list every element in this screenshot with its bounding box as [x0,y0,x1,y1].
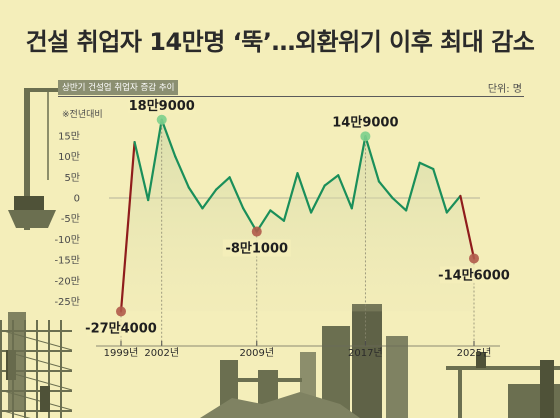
data-point-marker [469,253,479,264]
data-point-marker [156,114,167,125]
y-tick-label: -5만 [61,213,80,225]
series-line-segment [201,188,218,210]
beam-shape [232,378,302,382]
chart-subtitle: 상반기 건설업 취업자 증감 추이 [62,83,175,93]
series-line-segment [337,174,353,210]
series-line-segment [459,194,476,260]
data-label-bg [331,113,400,131]
x-tick-label: 1999년 [104,347,139,359]
unit-label: 단위: 명 [487,84,522,95]
x-tick-label: 2002년 [144,347,179,359]
scaffold-right-shape [446,352,560,418]
series-line-segment [133,141,150,202]
x-tick-label: 2017년 [348,347,383,359]
data-label-bg [87,319,155,337]
column-shape [386,336,408,418]
series-line-segment [269,209,286,222]
scaffold-left-shape [0,312,73,418]
scaffold-pole-shape [60,320,62,418]
series-area [121,119,474,312]
data-point-marker [116,306,126,317]
series-line-segment [418,161,435,171]
data-label-bg [440,266,508,284]
series-line-segment [174,155,190,189]
worker-shape [40,386,50,412]
data-point-marker [251,226,262,237]
x-tick-label: 2025년 [457,347,492,359]
scaffold-beam-shape [0,330,72,332]
data-label: -14만6000 [438,267,510,283]
y-tick-label: -15만 [54,255,80,267]
series-line-segment [296,172,313,214]
crane-mast-shape [24,90,30,230]
worker-shape [476,352,486,368]
series-line-segment [309,184,326,214]
y-tick-label: -20만 [54,275,80,287]
series-line-segment [432,167,448,214]
series-line-segment [445,194,462,214]
data-label: 18만9000 [129,98,195,114]
tower-shape [8,312,26,412]
series-line-segment [160,118,177,158]
y-tick-label: -25만 [54,296,80,308]
scaffold-pole-shape [0,320,2,418]
series-line-segment [119,141,136,313]
series-line-segment [214,176,231,191]
scaffold-pole-shape [36,320,38,418]
construction-silhouettes [0,88,560,418]
series-line-segment [350,135,367,210]
y-tick-label: 10만 [58,151,80,163]
scaffold-pole-shape [458,370,462,418]
data-label-bg [127,96,196,114]
crane-jib-shape [24,88,84,92]
data-label-bg [222,239,291,257]
scaffold-beam-shape [446,366,560,370]
data-label: -27만4000 [85,320,157,336]
series-line-segment [282,172,299,222]
ground-rubble-shape [200,392,360,418]
chart-title: 건설 취업자 14만명 ‘뚝’…외환위기 이후 최대 감소 [25,28,535,56]
y-tick-label: -10만 [54,234,80,246]
hanging-load-shape [8,210,56,228]
subtitle-band [58,80,178,95]
column-shape [352,304,382,418]
series-line-segment [405,161,421,212]
y-tick-label: 5만 [64,172,80,184]
y-tick-label: 0 [74,194,80,205]
scaffold-brace-shape [0,409,31,418]
scaffold-beam-shape [0,370,72,372]
scaffold-pole-shape [48,320,50,418]
scaffold-beam-shape [0,350,72,352]
series-line-segment [323,174,340,187]
data-label: 14만9000 [332,114,398,130]
series-line-segment [377,180,394,200]
series-line-segment [364,135,381,183]
y-tick-label: 15만 [58,130,80,142]
x-tick-label: 2009년 [239,347,274,359]
y-axis-note: ※전년대비 [62,110,103,120]
series-line-segment [228,176,245,210]
series-line-segment [147,118,163,202]
scaffold-beam-shape [0,410,72,412]
data-point-marker [360,131,371,142]
scaffold-beam-shape [0,390,72,392]
series-line-segment [391,196,408,212]
series-line-segment [187,186,204,210]
worker-shape [540,360,554,418]
load-bricks-shape [14,196,44,210]
data-label: -8만1000 [225,241,288,257]
header-rule [58,96,524,97]
